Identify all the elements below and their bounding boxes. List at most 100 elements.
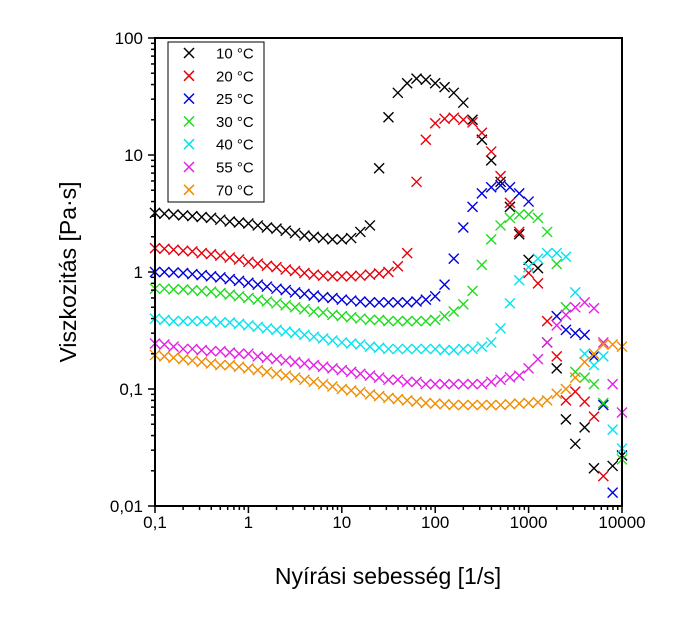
data-point	[467, 201, 479, 213]
legend-item: 25 °C	[183, 91, 254, 108]
data-point	[532, 262, 544, 274]
data-point	[420, 315, 432, 327]
data-point	[214, 317, 226, 329]
data-point	[326, 233, 338, 245]
data-point	[513, 226, 525, 238]
data-point	[579, 348, 591, 360]
data-point	[373, 372, 385, 384]
data-point	[439, 344, 451, 356]
data-point	[495, 322, 507, 334]
data-point	[373, 390, 385, 402]
data-point	[158, 350, 170, 362]
data-point	[326, 362, 338, 374]
data-point	[569, 386, 581, 398]
data-point	[336, 336, 348, 348]
data-point	[373, 268, 385, 280]
data-point	[252, 258, 264, 270]
data-point	[448, 112, 460, 124]
data-point	[392, 343, 404, 355]
data-point	[429, 398, 441, 410]
data-point	[354, 226, 366, 238]
data-point	[532, 396, 544, 408]
data-point	[597, 470, 609, 482]
x-tick-label: 100	[421, 513, 449, 532]
data-point	[317, 232, 329, 244]
data-point	[177, 343, 189, 355]
data-point	[196, 285, 208, 297]
legend-marker-icon	[183, 184, 195, 196]
data-point	[411, 315, 423, 327]
data-point	[233, 348, 245, 360]
data-point	[569, 327, 581, 339]
data-point	[308, 231, 320, 243]
data-point	[168, 209, 180, 221]
data-point	[382, 266, 394, 278]
data-point	[485, 336, 497, 348]
data-point	[205, 345, 217, 357]
data-point	[214, 271, 226, 283]
data-point	[551, 319, 563, 331]
data-point	[467, 116, 479, 128]
data-point	[354, 368, 366, 380]
data-point	[457, 97, 469, 109]
data-point	[411, 176, 423, 188]
data-point	[607, 460, 619, 472]
data-point	[271, 283, 283, 295]
data-point	[429, 77, 441, 89]
data-point	[317, 307, 329, 319]
data-point	[495, 219, 507, 231]
data-point	[168, 352, 180, 364]
data-point	[560, 413, 572, 425]
data-point	[261, 222, 273, 234]
data-point	[513, 209, 525, 221]
data-point	[513, 187, 525, 199]
data-point	[551, 258, 563, 270]
data-point	[476, 378, 488, 390]
data-point	[354, 386, 366, 398]
data-point	[354, 270, 366, 282]
data-point	[382, 343, 394, 355]
data-point	[373, 296, 385, 308]
legend-item: 10 °C	[183, 46, 254, 63]
x-axis-title: Nyírási sebesség [1/s]	[275, 563, 501, 589]
data-point	[485, 181, 497, 193]
data-point	[560, 324, 572, 336]
data-point	[579, 356, 591, 368]
data-point	[354, 339, 366, 351]
data-point	[467, 285, 479, 297]
data-point	[242, 217, 254, 229]
data-point	[354, 295, 366, 307]
data-point	[569, 372, 581, 384]
data-point	[551, 388, 563, 400]
data-point	[523, 261, 535, 273]
data-point	[523, 196, 535, 208]
x-tick-label: 10	[332, 513, 351, 532]
y-tick-label: 0,01	[110, 497, 143, 516]
data-point	[196, 211, 208, 223]
data-point	[579, 296, 591, 308]
y-tick-label: 10	[124, 146, 143, 165]
data-point	[439, 378, 451, 390]
data-point	[186, 268, 198, 280]
data-point	[439, 310, 451, 322]
data-point	[420, 343, 432, 355]
series-30c	[149, 209, 628, 465]
data-point	[298, 267, 310, 279]
data-point	[289, 265, 301, 277]
data-point	[485, 376, 497, 388]
data-point	[289, 286, 301, 298]
data-point	[252, 294, 264, 306]
y-tick-label: 0,1	[119, 380, 143, 399]
data-point	[196, 356, 208, 368]
data-point	[354, 313, 366, 325]
x-tick-label: 0,1	[143, 513, 167, 532]
data-point	[420, 294, 432, 306]
legend-marker-icon	[183, 138, 195, 150]
data-point	[476, 127, 488, 139]
data-point	[261, 352, 273, 364]
data-point	[186, 284, 198, 296]
legend-label: 40 °C	[216, 137, 254, 154]
data-point	[158, 283, 170, 295]
data-point	[364, 269, 376, 281]
data-point	[196, 269, 208, 281]
